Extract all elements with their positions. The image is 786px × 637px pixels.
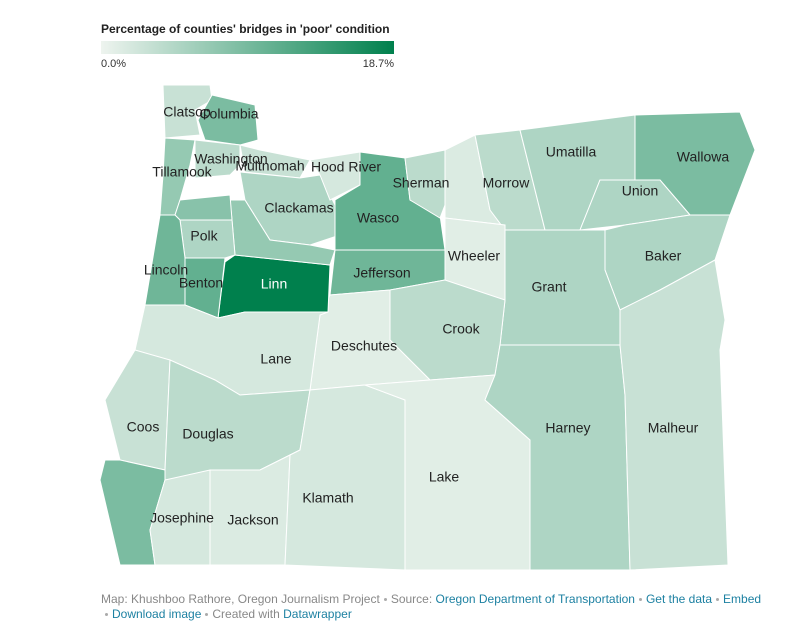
county-label: Wheeler	[448, 248, 500, 264]
county-label: Coos	[127, 419, 160, 435]
county-label: Umatilla	[546, 144, 597, 160]
download-image[interactable]: Download image	[112, 607, 202, 621]
county-label: Clackamas	[264, 200, 333, 216]
county	[104, 349, 171, 471]
county-label: Jefferson	[353, 265, 410, 281]
county	[174, 194, 233, 221]
county-label: Lincoln	[144, 262, 188, 278]
legend-gradient	[101, 41, 394, 54]
county-label: Jackson	[227, 512, 278, 528]
county-label: Harney	[545, 420, 590, 436]
county-label: Lane	[260, 351, 291, 367]
county-label: Union	[622, 183, 659, 199]
county-label: Deschutes	[331, 338, 397, 354]
county-label: Douglas	[182, 426, 233, 442]
county-label: Wallowa	[677, 149, 730, 165]
source-link[interactable]: Oregon Department of Transportation	[435, 592, 635, 606]
county	[309, 151, 361, 201]
county	[239, 144, 311, 179]
county	[149, 469, 211, 566]
county-label: Baker	[645, 248, 682, 264]
county-label: Clatsop	[163, 104, 211, 120]
county-label: Polk	[190, 228, 218, 244]
county-label: Morrow	[483, 175, 531, 191]
county-label: Tillamook	[152, 164, 212, 180]
county	[194, 139, 241, 179]
county-label: Lake	[429, 469, 460, 485]
county-label: Washington	[194, 151, 267, 167]
county-label: Grant	[531, 279, 566, 295]
datawrapper-link[interactable]: Datawrapper	[283, 607, 352, 621]
county-label: Klamath	[302, 490, 353, 506]
county-label: Josephine	[150, 510, 214, 526]
legend-title: Percentage of counties' bridges in 'poor…	[101, 22, 390, 36]
county	[619, 259, 729, 571]
county-label: Crook	[442, 321, 480, 337]
county	[144, 214, 186, 306]
credit: Map: Khushboo Rathore, Oregon Journalism…	[101, 592, 380, 606]
embed[interactable]: Embed	[723, 592, 762, 606]
county-label: Malheur	[648, 420, 699, 436]
county-label: Multnomah	[235, 158, 304, 174]
county-label: Sherman	[393, 175, 450, 191]
created-with: Created with	[212, 607, 280, 621]
get-data[interactable]: Get the data	[645, 592, 713, 606]
county-label: Benton	[179, 275, 223, 291]
source-label: Source:	[390, 592, 433, 606]
legend-max: 18.7%	[363, 58, 394, 70]
county-label: Wasco	[357, 210, 399, 226]
county-label: Columbia	[199, 106, 258, 122]
county	[209, 454, 291, 566]
legend-min: 0.0%	[101, 58, 126, 70]
county	[404, 149, 446, 219]
county-label: Hood River	[311, 159, 381, 175]
footer: Map: Khushboo Rathore, Oregon Journalism…	[101, 592, 771, 622]
county-label: Linn	[261, 276, 287, 292]
